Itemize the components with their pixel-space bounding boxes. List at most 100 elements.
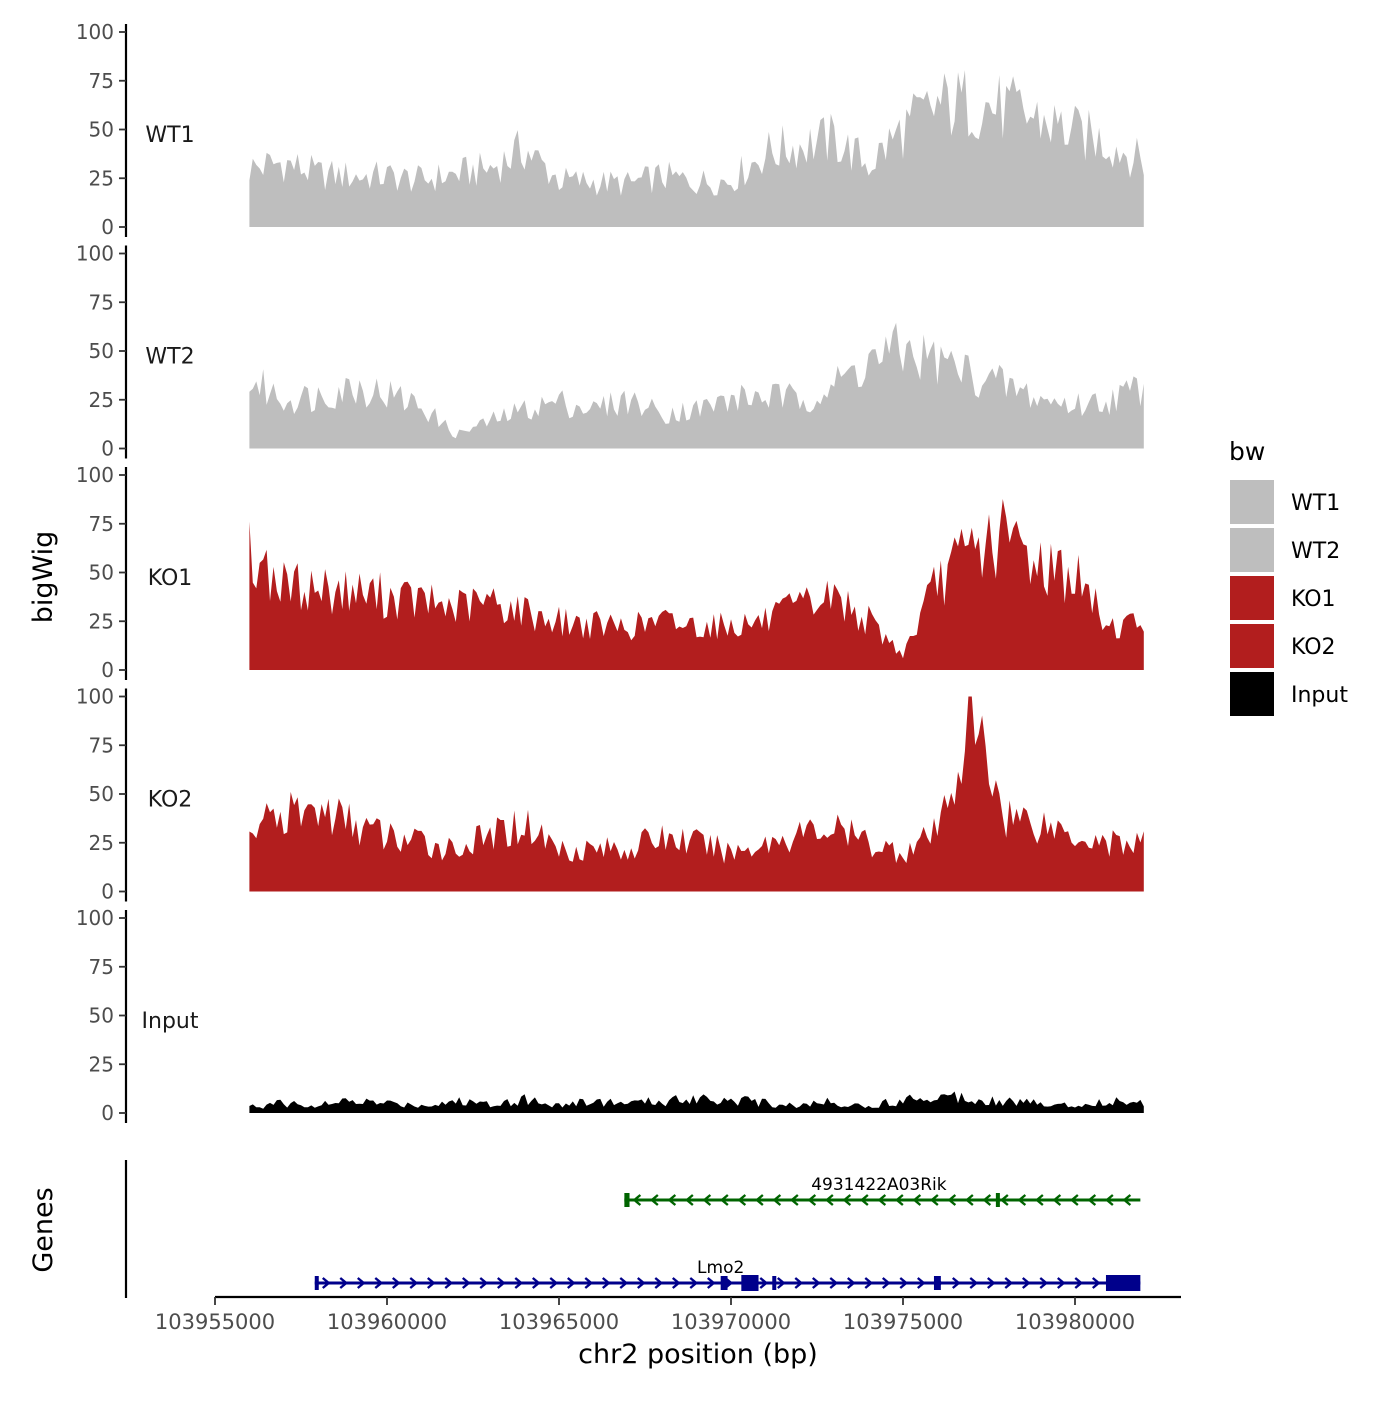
strand-arrow bbox=[409, 1277, 419, 1289]
y-tick-label: 50 bbox=[89, 561, 114, 585]
genes-axis-title: Genes bbox=[28, 1187, 59, 1272]
legend-item-ko1: KO1 bbox=[1230, 576, 1336, 620]
legend-title: bw bbox=[1229, 437, 1265, 466]
strand-arrow bbox=[1074, 1277, 1084, 1289]
legend-item-ko2: KO2 bbox=[1230, 624, 1336, 668]
track-label: WT2 bbox=[145, 345, 194, 370]
x-tick-label: 103975000 bbox=[843, 1310, 963, 1334]
strand-arrow bbox=[689, 1277, 699, 1289]
x-axis-title: chr2 position (bp) bbox=[578, 1339, 818, 1370]
exon bbox=[772, 1276, 777, 1290]
y-tick-label: 75 bbox=[89, 733, 114, 757]
strand-arrow bbox=[859, 1194, 869, 1206]
track-label: Input bbox=[142, 1009, 199, 1034]
track-label: WT1 bbox=[145, 123, 194, 148]
legend-item-input: Input bbox=[1230, 672, 1348, 716]
strand-arrow bbox=[846, 1277, 856, 1289]
strand-arrow bbox=[584, 1277, 594, 1289]
strand-arrow bbox=[566, 1277, 576, 1289]
strand-arrow bbox=[1052, 1194, 1062, 1206]
strand-arrow bbox=[684, 1194, 694, 1206]
strand-arrow bbox=[811, 1277, 821, 1289]
legend-swatch bbox=[1230, 624, 1274, 668]
track-input: 0 25 50 75 100 Input bbox=[76, 906, 1144, 1125]
x-tick-label: 103970000 bbox=[671, 1310, 791, 1334]
strand-arrow bbox=[549, 1277, 559, 1289]
track-label: KO2 bbox=[148, 788, 193, 813]
strand-arrow bbox=[1017, 1194, 1027, 1206]
area-ko1 bbox=[249, 499, 1144, 670]
strand-arrow bbox=[947, 1194, 957, 1206]
strand-arrow bbox=[1034, 1194, 1044, 1206]
legend-label: KO2 bbox=[1291, 635, 1336, 660]
y-axis-title: bigWig bbox=[28, 531, 59, 624]
strand-arrow bbox=[1004, 1277, 1014, 1289]
strand-arrow bbox=[829, 1277, 839, 1289]
exon bbox=[720, 1276, 728, 1290]
track-label: KO1 bbox=[148, 566, 193, 591]
strand-arrow bbox=[654, 1277, 664, 1289]
strand-arrow bbox=[737, 1194, 747, 1206]
strand-arrow bbox=[356, 1277, 366, 1289]
gene-label: Lmo2 bbox=[697, 1258, 744, 1278]
legend-label: Input bbox=[1291, 683, 1348, 708]
y-tick-label: 25 bbox=[89, 166, 114, 190]
strand-arrow bbox=[702, 1194, 712, 1206]
area-ko2 bbox=[249, 696, 1144, 892]
strand-arrow bbox=[807, 1194, 817, 1206]
area-wt2 bbox=[249, 322, 1144, 449]
strand-arrow bbox=[479, 1277, 489, 1289]
strand-arrow bbox=[929, 1194, 939, 1206]
y-tick-label: 75 bbox=[89, 290, 114, 314]
track-wt1: 0 25 50 75 100 WT1 bbox=[76, 20, 1144, 239]
gene-4931422a03rik: 4931422A03Rik bbox=[624, 1175, 1141, 1207]
strand-arrow bbox=[1104, 1194, 1114, 1206]
y-tick-label: 100 bbox=[76, 242, 114, 266]
strand-arrow bbox=[496, 1277, 506, 1289]
y-tick-label: 100 bbox=[76, 906, 114, 930]
legend-label: WT1 bbox=[1291, 491, 1340, 516]
exon bbox=[933, 1276, 941, 1290]
legend-item-wt2: WT2 bbox=[1230, 528, 1340, 572]
strand-arrow bbox=[632, 1194, 642, 1206]
strand-arrow bbox=[706, 1277, 716, 1289]
strand-arrow bbox=[531, 1277, 541, 1289]
y-tick-label: 0 bbox=[101, 437, 114, 461]
y-tick-label: 100 bbox=[76, 685, 114, 709]
exon bbox=[1105, 1275, 1141, 1291]
strand-arrow bbox=[912, 1194, 922, 1206]
x-tick-label: 103955000 bbox=[155, 1310, 275, 1334]
strand-arrow bbox=[601, 1277, 611, 1289]
legend-swatch bbox=[1230, 576, 1274, 620]
exon bbox=[624, 1193, 630, 1207]
strand-arrow bbox=[1122, 1194, 1132, 1206]
y-tick-label: 50 bbox=[89, 339, 114, 363]
strand-arrow bbox=[794, 1277, 804, 1289]
strand-arrow bbox=[719, 1194, 729, 1206]
strand-arrow bbox=[667, 1194, 677, 1206]
y-tick-label: 75 bbox=[89, 955, 114, 979]
strand-arrow bbox=[514, 1277, 524, 1289]
y-tick-label: 50 bbox=[89, 118, 114, 142]
exon bbox=[995, 1193, 1000, 1207]
y-tick-label: 75 bbox=[89, 69, 114, 93]
y-tick-label: 25 bbox=[89, 831, 114, 855]
y-tick-label: 100 bbox=[76, 20, 114, 44]
strand-arrow bbox=[999, 1194, 1009, 1206]
strand-arrow bbox=[1056, 1277, 1066, 1289]
strand-arrow bbox=[1091, 1277, 1101, 1289]
exon bbox=[314, 1276, 319, 1290]
y-tick-label: 0 bbox=[101, 880, 114, 904]
track-ko2: 0 25 50 75 100 KO2 bbox=[76, 685, 1144, 904]
legend-swatch bbox=[1230, 528, 1274, 572]
legend: WT1 WT2 KO1 KO2 Input bbox=[1230, 480, 1348, 716]
strand-arrow bbox=[982, 1194, 992, 1206]
y-tick-label: 50 bbox=[89, 782, 114, 806]
strand-arrow bbox=[321, 1277, 331, 1289]
strand-arrow bbox=[444, 1277, 454, 1289]
track-wt2: 0 25 50 75 100 WT2 bbox=[76, 242, 1144, 461]
strand-arrow bbox=[649, 1194, 659, 1206]
strand-arrow bbox=[1021, 1277, 1031, 1289]
area-input bbox=[249, 1091, 1144, 1113]
